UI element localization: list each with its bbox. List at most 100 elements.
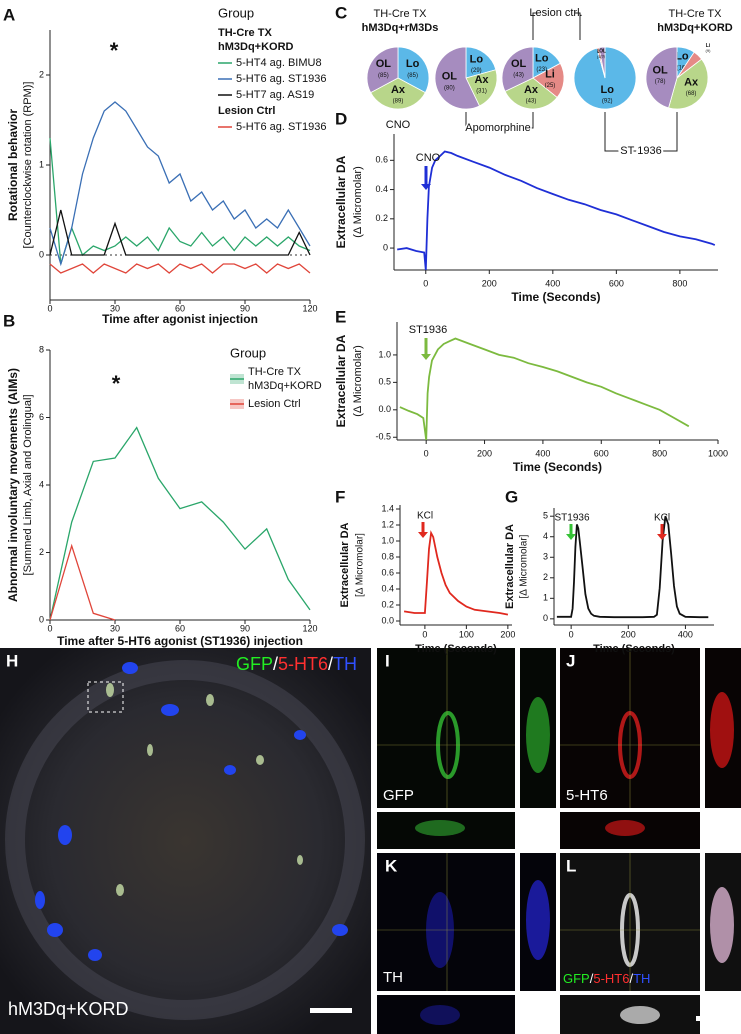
- slice-value: (3): [600, 53, 606, 58]
- legend-label: 5-HT6 ag. ST1936: [236, 73, 327, 85]
- tissue-ring: [5, 660, 365, 1020]
- x-tick-label: 100: [459, 629, 474, 639]
- annotation: ST1936: [554, 513, 589, 524]
- y-tick-label: 0.8: [381, 551, 394, 561]
- pie-slice: [668, 58, 709, 110]
- y-tick-label: 0: [39, 249, 44, 259]
- annotation: KCl: [417, 511, 433, 522]
- y-tick-label: 3: [543, 552, 548, 562]
- y-tick-label: 0.6: [375, 155, 388, 165]
- group-title: hM3Dq+rM3Ds: [362, 22, 439, 34]
- legend-label: hM3Dq+KORD: [248, 380, 322, 392]
- arrow-head: [657, 534, 667, 540]
- y-tick-label: 0.4: [375, 184, 388, 194]
- y-tick-label: 4: [543, 531, 548, 541]
- slice-label: OL: [599, 49, 606, 55]
- x-tick-label: 400: [535, 448, 550, 458]
- x-tick-label: 200: [500, 629, 515, 639]
- y-axis-label: (Δ Micromolar): [352, 166, 364, 238]
- panel-letter: F: [335, 487, 345, 506]
- pie-slice: [366, 46, 399, 94]
- x-tick-label: 120: [302, 623, 317, 633]
- pie-slice: [645, 46, 678, 109]
- x-tick-label: 90: [240, 303, 250, 313]
- y-tick-label: 0.4: [381, 583, 394, 593]
- y-tick-label: 2: [39, 69, 44, 79]
- series-line: [403, 530, 509, 616]
- slice-label: Lo: [535, 52, 549, 64]
- y-tick-label: 5: [543, 511, 548, 521]
- slice-label: Li: [706, 43, 711, 49]
- x-tick-label: 800: [672, 278, 687, 288]
- series-line: [49, 426, 311, 621]
- y-tick-label: 1: [543, 593, 548, 603]
- x-tick-label: 0: [423, 278, 428, 288]
- x-tick-label: 120: [302, 303, 317, 313]
- y-axis-label: Extracellular DA: [339, 522, 351, 607]
- arrow-head: [421, 184, 431, 190]
- y-axis-label: [Counterclockwise rotation (RPM)]: [22, 82, 34, 249]
- annotation: *: [112, 371, 121, 396]
- bracket: [532, 12, 538, 40]
- x-tick-label: 1000: [708, 448, 728, 458]
- series-line: [49, 543, 116, 621]
- y-tick-label: -0.5: [375, 432, 391, 442]
- slice-value: (89): [393, 99, 404, 105]
- panel-letter: C: [335, 3, 347, 22]
- x-axis-label: Time (Seconds): [593, 643, 675, 655]
- scale-bar: [310, 1008, 352, 1013]
- slice-label: Ax: [474, 74, 489, 86]
- annotation: ST1936: [409, 324, 448, 336]
- x-tick-label: 600: [594, 448, 609, 458]
- image-label: GFP: [383, 787, 414, 804]
- legend-label: 5-HT6 ag. ST1936: [236, 121, 327, 133]
- slice-value: (31): [476, 89, 487, 95]
- series-line: [49, 101, 311, 267]
- image-label: TH: [383, 969, 403, 986]
- y-axis-label: Extracellular DA: [334, 334, 348, 427]
- panel-letter: D: [335, 109, 347, 128]
- bracket: [465, 112, 534, 129]
- y-axis-label: Abnormal involuntary movements (AIMs): [6, 368, 20, 602]
- inset-box: [87, 681, 124, 713]
- series-line: [399, 337, 690, 441]
- y-axis-label: [Summed Limb, Axial and Orolingual]: [22, 395, 34, 576]
- slice-label: Lo: [406, 58, 420, 70]
- stain-sep: /: [273, 654, 278, 674]
- annotation: CNO: [416, 152, 441, 164]
- slice-value: (85): [407, 73, 418, 79]
- group-title: TH-Cre TX: [669, 8, 723, 20]
- slice-label: OL: [376, 58, 392, 70]
- legend-group: Lesion Ctrl: [218, 105, 275, 117]
- treatment: CNO: [386, 119, 411, 131]
- group-title: Lesion ctrl.: [529, 7, 582, 19]
- panel-letter: E: [335, 307, 346, 326]
- series-line: [49, 137, 311, 265]
- y-tick-label: 2: [543, 572, 548, 582]
- pie-slice: [504, 77, 558, 110]
- arrow-head: [566, 534, 576, 540]
- slice-value: (85): [378, 73, 389, 79]
- series-line: [556, 515, 709, 619]
- x-tick-label: 30: [110, 303, 120, 313]
- slice-value: (68): [686, 91, 697, 97]
- x-tick-label: 200: [477, 448, 492, 458]
- x-tick-label: 60: [175, 623, 185, 633]
- slice-value: (25): [545, 83, 556, 89]
- panel-letter: H: [6, 651, 18, 670]
- stain: 5-HT6: [593, 971, 629, 986]
- x-axis-label: Time after 5-HT6 agonist (ST1936) inject…: [57, 634, 303, 648]
- y-tick-label: 0.2: [381, 599, 394, 609]
- pie-slice: [465, 69, 498, 107]
- stain: GFP: [563, 971, 590, 986]
- y-tick-label: 0.2: [375, 213, 388, 223]
- series-line: [49, 263, 311, 274]
- x-tick-label: 0: [422, 629, 427, 639]
- y-tick-label: 1.0: [381, 535, 394, 545]
- y-tick-label: 6: [39, 412, 44, 422]
- legend-title: Group: [230, 345, 266, 360]
- x-tick-label: 0: [47, 303, 52, 313]
- y-tick-label: 4: [39, 479, 44, 489]
- annotation: *: [110, 38, 119, 63]
- slice-value: (16): [677, 65, 688, 71]
